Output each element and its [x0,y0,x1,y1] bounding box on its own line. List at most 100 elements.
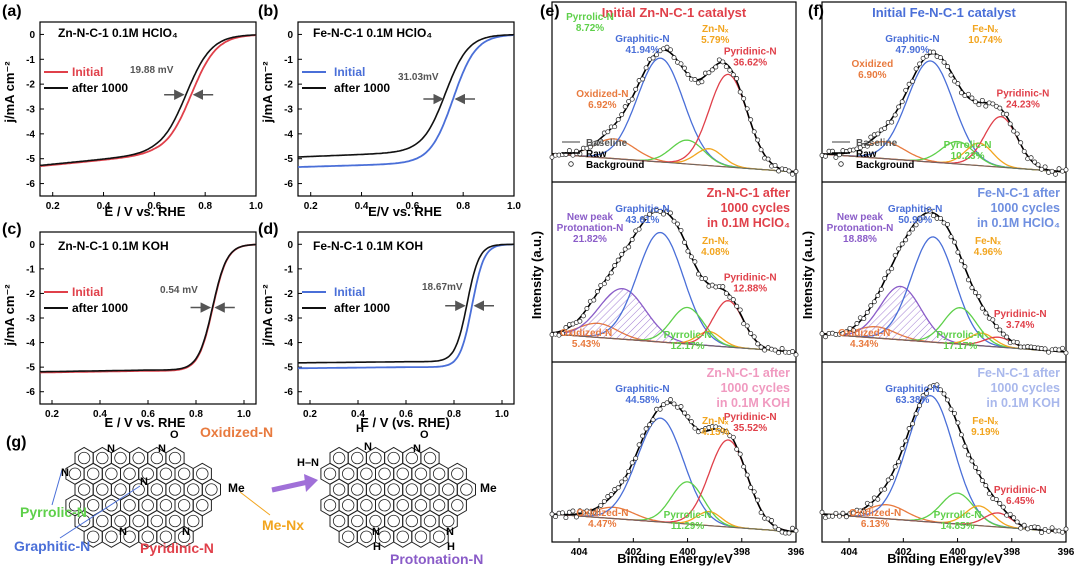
background-point [990,101,996,107]
background-point [758,344,764,350]
background-point [751,129,757,135]
legend-label: Raw [856,149,877,160]
background-point [626,98,632,104]
background-point [965,277,971,283]
legend-after: after 1000 [72,301,128,315]
background-point [629,460,635,466]
background-point [772,347,778,353]
background-point [1035,162,1041,168]
chart-annotation: Zn-N-C-1 0.1M KOH [58,239,169,253]
aromatic-circle [196,499,209,512]
background-point [948,234,954,240]
aromatic-circle [414,530,428,543]
peak-label: 10.23% [951,151,985,162]
background-point [889,475,895,480]
background-point [671,401,677,407]
aromatic-circle [396,499,409,512]
pointer-line [51,469,63,506]
aromatic-circle [150,451,164,465]
background-point [1004,111,1010,117]
label-graphitic-n: Graphitic-N [14,538,90,554]
aromatic-circle [177,499,191,512]
svg-text:j/mA cm⁻²: j/mA cm⁻² [260,61,275,124]
background-point [744,106,750,112]
background-point [1000,331,1006,337]
aromatic-circle [323,467,337,480]
background-point [965,91,971,97]
y-tick-label: -2 [284,289,293,300]
background-point [720,284,726,290]
subpanel-title: in 0.1M KOH [716,396,790,410]
y-tick-label: 0 [29,240,35,251]
xps-plot: 404 402 400 398 396 Initial Fe-N-C-1 catalyst… [819,1,1075,558]
panel-a: (a) j/mA cm⁻² Zn-N-C-1 0.1M HClO₄ E / V … [2,3,263,219]
background-point [948,406,954,412]
background-point [633,86,639,92]
background-point [854,321,860,326]
peak-label: 17.17% [943,341,977,352]
background-point [892,112,898,118]
background-point [737,89,743,95]
aromatic-circle [414,499,428,512]
legend-label: Baseline [856,138,898,149]
background-point [741,96,747,102]
atom-n: N [413,443,421,455]
background-point [772,162,778,168]
background-point [615,485,621,491]
background-point [875,496,881,502]
background-point [1063,167,1069,173]
aromatic-circle [387,514,400,528]
peak-label: Protonation-N [827,223,894,234]
peak-label: Graphitic-N [615,34,669,45]
series-line-initial [39,34,256,168]
atom-n: N [182,526,190,538]
background-point [682,239,687,245]
subpanel-title: Zn-N-C-1 after [707,186,790,200]
aromatic-circle [141,530,154,543]
peak-label: Pyrrolic-N [944,140,992,151]
hex-ring [338,525,358,548]
background-point [786,530,792,536]
y-tick-label: 0 [287,240,293,251]
background-point [633,455,639,461]
xps-plot: 404 402 400 398 396 Initial Zn-N-C-1 catalyst… [549,1,805,558]
atom-o: O [420,429,429,441]
background-point [945,221,950,227]
background-point [983,310,989,316]
x-tick-label: 0.2 [46,201,60,212]
background-point [793,528,799,534]
background-point [640,217,646,223]
background-point [692,259,698,265]
panel-label: (f) [808,3,824,20]
background-point [709,67,715,73]
peak-label: 18.88% [843,234,877,245]
peak-label: Graphitic-N [885,384,939,395]
peak-label: Pyridinic-N [724,46,777,57]
plot-area: 0.2 0.4 0.6 0.8 1.0 0 -1 -2 -3 -4 -5 -6 [26,231,257,420]
background-point [730,297,736,303]
peak-label: Oxidized [852,59,894,70]
baseline-line [821,153,1067,173]
background-point [734,446,740,452]
subpanel-title: in 0.1M HClO₄ [707,216,790,230]
background-point [955,81,961,87]
background-point [917,403,923,408]
background-point [969,95,975,101]
background-point [983,483,989,488]
background-point [924,53,930,59]
background-point [1032,159,1038,165]
background-point [892,252,898,258]
background-point [723,64,729,70]
panel-g: (g) Oxidized-N Pyrrolic-N Graphitic-N Py… [6,423,497,567]
peak-label: New peak [837,212,884,223]
background-point [675,221,680,227]
background-point [612,124,618,130]
background-point [850,510,856,516]
background-point [1060,345,1065,351]
aromatic-circle [396,530,409,543]
background-point [990,317,996,323]
aromatic-circle [387,483,400,496]
legend-after: after 1000 [334,301,390,315]
background-point [629,96,635,102]
background-point [1060,529,1065,535]
